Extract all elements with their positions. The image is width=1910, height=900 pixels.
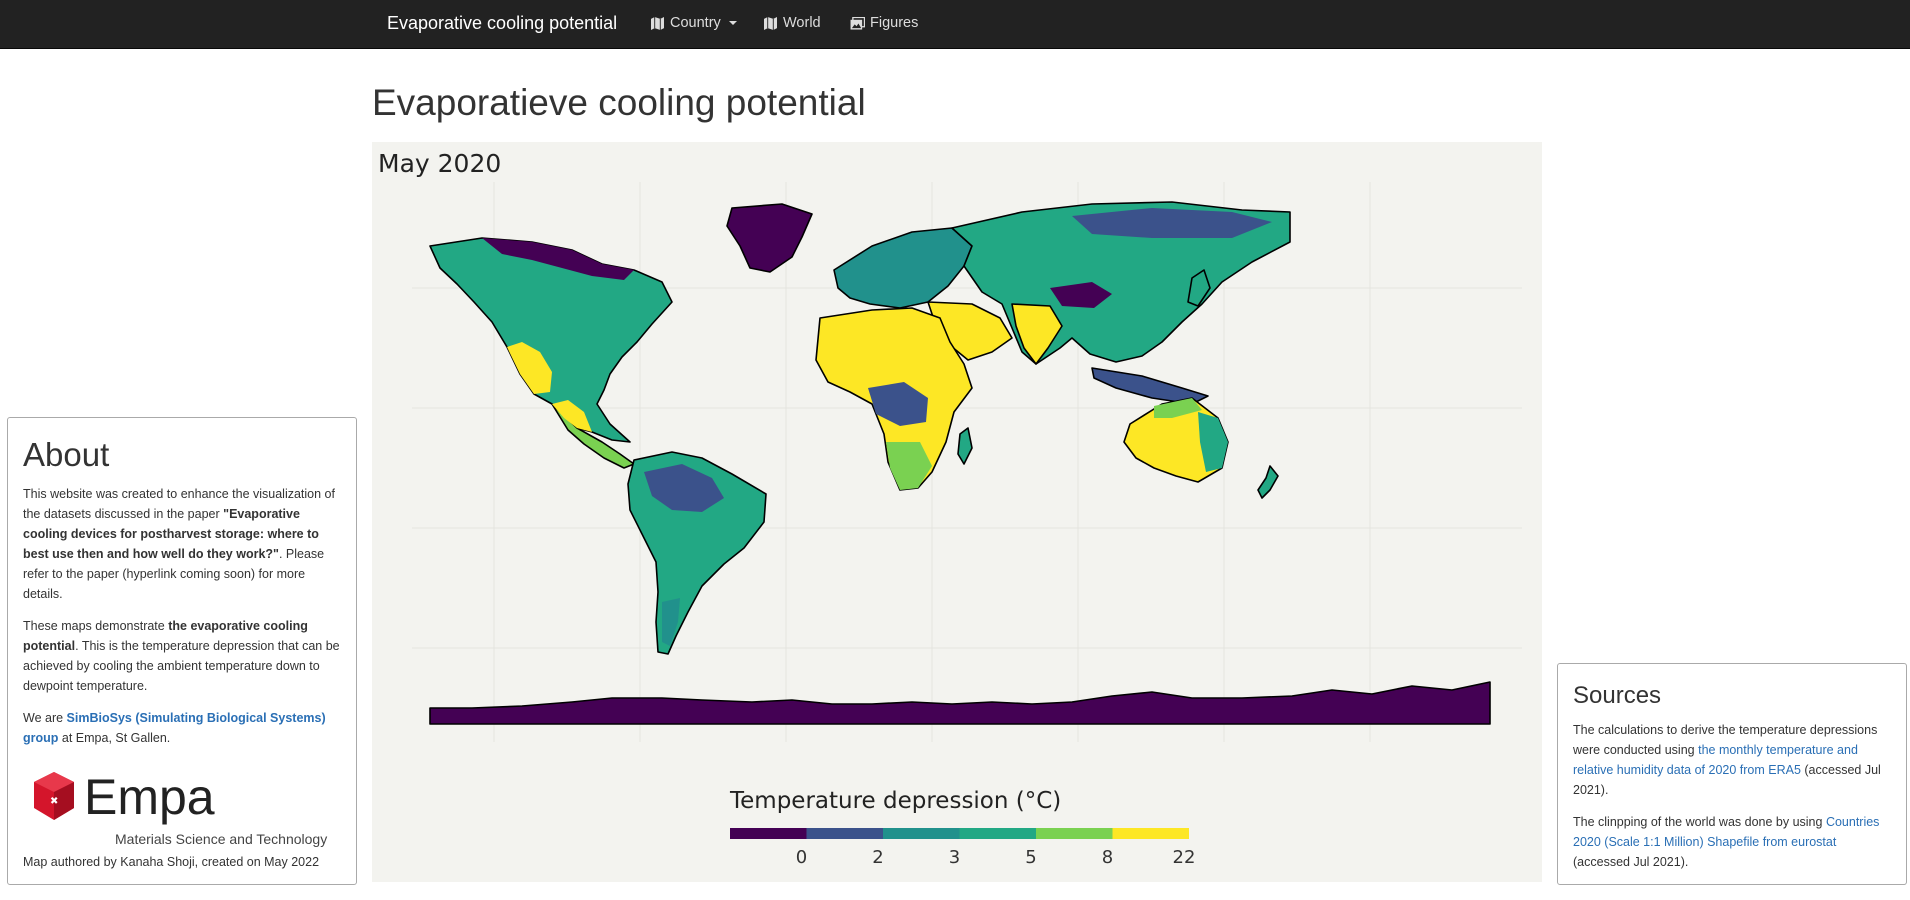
land-greenland [726,203,813,273]
legend-tick-label: 3 [949,847,960,868]
zone-amazon [644,464,724,512]
legend-tick-label: 22 [1173,847,1196,868]
about-p1-text: This website was created to enhance the … [23,487,335,521]
page-title: Evaporatieve cooling potential [372,82,866,123]
map-icon [651,16,664,30]
empa-logo-text: Empa [84,769,215,825]
era5-link[interactable]: the monthly temperature and relative hum… [1573,743,1858,777]
zone-patagonia [662,598,680,646]
land-japan [1187,269,1211,307]
zone-us-west [507,342,552,394]
land-madagascar [957,427,973,465]
author-credit: Map authored by Kanaha Shoji, created on… [23,855,320,869]
zone-tibet [1050,282,1112,308]
legend-tick-label: 2 [872,847,883,868]
images-icon [850,16,865,30]
about-paragraph-2: These maps demonstrate the evaporative c… [23,616,341,696]
eurostat-link[interactable]: Countries 2020 (Scale 1:1 Million) Shape… [1573,815,1880,849]
empa-logo: ✖ Empa Materials Science and Technology [34,769,327,847]
land-new-zealand [1257,465,1279,499]
about-p2-bold: the evaporative cooling potential [23,619,308,653]
zone-congo [868,382,928,426]
legend-tick-label: 5 [1025,847,1036,868]
sources-paragraph-2: The clinpping of the world was done by u… [1573,812,1891,872]
nav-figures-label: Figures [870,15,919,31]
simbiosys-link-text: SimBioSys (Simulating Biological Systems… [23,711,326,745]
zone-siberia [1072,208,1272,238]
world-map: May 2020 0 2 3 5 8 22 [378,149,1522,868]
legend-title: Temperature depression (°C) [730,788,1062,814]
land-europe [833,227,973,309]
map-icon [764,16,777,30]
land-north-america [429,237,673,443]
legend-color-bin [1036,828,1113,839]
paper-title: "Evaporative cooling devices for posthar… [23,507,319,561]
caret-down-icon [728,21,737,25]
legend-tick-label: 8 [1102,847,1113,868]
sources-p2-end: (accessed Jul 2021). [1573,855,1689,869]
legend-tick-label: 0 [796,847,807,868]
simbiosys-link[interactable]: SimBioSys (Simulating Biological Systems… [23,711,326,745]
zone-mexico [552,400,592,432]
nav-world-label: World [783,15,821,31]
zone-canada-north [482,238,634,280]
zone-south-africa [886,442,932,490]
sources-title: Sources [1573,682,1662,709]
world-map-panel: May 2020 0 2 3 5 8 22 [372,142,1542,882]
zone-australia-north [1154,398,1202,418]
legend-color-bin [1112,828,1189,839]
legend-color-bin [806,828,883,839]
navbar-brand[interactable]: Evaporative cooling potential [387,13,618,33]
nav-country-dropdown[interactable]: Country [650,15,737,31]
sources-p2-text: The clinpping of the world was done by u… [1573,815,1826,829]
nav-world[interactable]: World [763,15,821,31]
about-p3-end: at Empa, St Gallen. [58,731,171,745]
land-central-america [551,403,635,469]
empa-logo-subtitle: Materials Science and Technology [115,831,327,847]
legend-color-bin [730,828,807,839]
about-panel: About This website was created to enhanc… [7,417,357,885]
legend-color-bin [883,828,960,839]
about-p3-text: We are [23,711,67,725]
zone-australia-east [1198,412,1228,472]
svg-text:✖: ✖ [50,796,58,807]
about-title: About [23,436,110,473]
land-antarctica [429,681,1491,725]
about-p1-end: . Please refer to the paper (hyperlink c… [23,547,325,601]
about-p2-end: . This is the temperature depression tha… [23,639,340,693]
navbar: Evaporative cooling potential Country Wo… [0,0,1910,49]
sources-paragraph-1: The calculations to derive the temperatu… [1573,720,1891,800]
about-paragraph-3: We are SimBioSys (Simulating Biological … [23,708,341,748]
sources-panel: Sources The calculations to derive the t… [1557,663,1907,885]
empa-cube-icon: ✖ [34,772,74,820]
land-india [1011,303,1063,365]
map-title: May 2020 [378,149,501,178]
legend-color-bin [959,828,1036,839]
sources-p1-text: The calculations to derive the temperatu… [1573,723,1878,757]
about-p2-text: These maps demonstrate [23,619,169,633]
about-paragraph-1: This website was created to enhance the … [23,484,341,604]
nav-figures[interactable]: Figures [850,15,918,31]
sources-p1-end: (accessed Jul 2021). [1573,763,1881,797]
nav-country-label: Country [670,15,721,31]
legend: 0 2 3 5 8 22 [730,828,1195,868]
